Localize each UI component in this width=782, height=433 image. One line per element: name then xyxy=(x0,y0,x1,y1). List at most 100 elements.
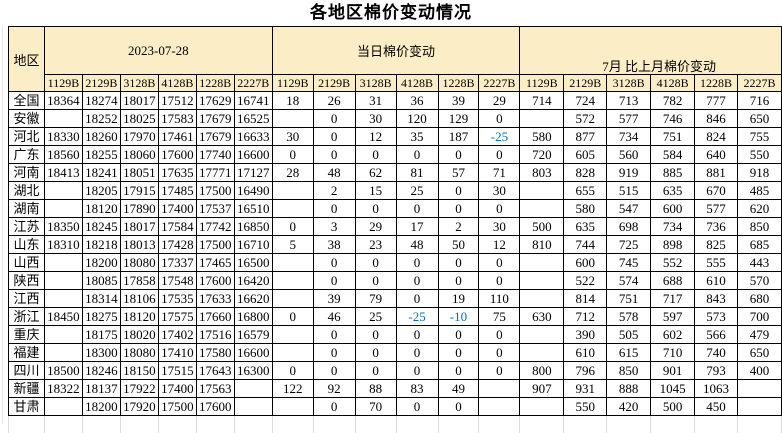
daily-change-cell xyxy=(271,199,314,218)
monthly-change-cell: 580 xyxy=(519,127,565,146)
price-cell: 16600 xyxy=(233,145,273,164)
daily-change-cell: 71 xyxy=(478,163,521,182)
monthly-change-cell: 710 xyxy=(650,343,696,362)
monthly-change-cell: 485 xyxy=(736,181,782,200)
monthly-change-cell: 793 xyxy=(694,361,738,380)
daily-change-cell: 12 xyxy=(478,235,521,254)
region-cell: 福建 xyxy=(8,343,45,362)
daily-change-cell: 0 xyxy=(395,397,439,416)
price-cell: 18020 xyxy=(119,325,159,344)
monthly-change-cell: 573 xyxy=(694,307,738,326)
price-cell: 17580 xyxy=(195,343,235,362)
monthly-change-cell: 685 xyxy=(736,235,782,254)
daily-change-cell: 129 xyxy=(437,109,480,128)
gridline-cell xyxy=(195,415,235,433)
price-cell: 16850 xyxy=(233,217,273,236)
price-cell: 18246 xyxy=(81,361,121,380)
monthly-change-cell: 800 xyxy=(519,361,565,380)
price-cell: 16525 xyxy=(233,109,273,128)
grade-subheader: 1228B xyxy=(437,74,480,92)
daily-change-cell: 48 xyxy=(395,235,439,254)
price-cell: 17400 xyxy=(157,199,197,218)
price-cell: 17516 xyxy=(195,325,235,344)
monthly-change-cell: 577 xyxy=(606,109,652,128)
monthly-change-cell xyxy=(736,397,782,416)
daily-change-cell: 0 xyxy=(437,271,480,290)
price-cell: 18255 xyxy=(81,145,121,164)
daily-change-cell: 0 xyxy=(437,325,480,344)
price-cell: 17679 xyxy=(195,127,235,146)
gridline-cell xyxy=(271,415,314,433)
monthly-change-cell: 655 xyxy=(563,181,608,200)
price-cell: 17428 xyxy=(157,235,197,254)
daily-change-cell: 120 xyxy=(395,109,439,128)
daily-change-cell: 0 xyxy=(478,199,521,218)
table-row: 重庆 18175 18020 17402 17516 16579 0 0 0 0 0 390 505 60… xyxy=(8,325,782,344)
monthly-change-cell: 720 xyxy=(519,145,565,164)
grade-subheader: 3128B xyxy=(119,74,159,92)
daily-change-cell: 0 xyxy=(478,325,521,344)
monthly-change-cell: 1045 xyxy=(650,379,696,398)
price-cell: 17500 xyxy=(195,235,235,254)
daily-change-cell: 57 xyxy=(437,163,480,182)
price-cell: 17643 xyxy=(195,361,235,380)
price-cell xyxy=(43,325,83,344)
monthly-change-cell: 584 xyxy=(650,145,696,164)
daily-change-cell xyxy=(271,289,314,308)
table-row: 河北 18330 18260 17970 17461 17679 16633 30 0 12 35 1… xyxy=(8,127,782,146)
monthly-change-cell: 885 xyxy=(650,163,696,182)
daily-change-cell: 122 xyxy=(271,379,314,398)
daily-change-cell: 28 xyxy=(271,163,314,182)
price-cell: 18120 xyxy=(81,199,121,218)
monthly-change-cell: 843 xyxy=(694,289,738,308)
region-cell: 四川 xyxy=(8,361,45,380)
monthly-change-cell: 500 xyxy=(519,217,565,236)
price-cell: 18300 xyxy=(81,343,121,362)
daily-change-cell: 0 xyxy=(478,271,521,290)
monthly-change-cell: 610 xyxy=(563,343,608,362)
region-column-header: 地区 xyxy=(8,26,45,92)
monthly-change-cell: 566 xyxy=(694,325,738,344)
daily-change-cell: 18 xyxy=(271,91,314,110)
price-cell xyxy=(43,271,83,290)
monthly-change-cell: 751 xyxy=(606,289,652,308)
daily-change-cell: 36 xyxy=(395,91,439,110)
monthly-change-cell: 505 xyxy=(606,325,652,344)
gridline-strip xyxy=(8,415,782,433)
daily-change-cell: 19 xyxy=(437,289,480,308)
monthly-change-cell: 907 xyxy=(519,379,565,398)
daily-change-cell: 0 xyxy=(395,199,439,218)
price-cell: 17575 xyxy=(157,307,197,326)
price-cell: 16490 xyxy=(233,181,273,200)
monthly-change-cell: 450 xyxy=(694,397,738,416)
gridline-cell xyxy=(395,415,439,433)
group-header-date: 2023-07-28 xyxy=(43,26,273,75)
region-cell: 广东 xyxy=(8,145,45,164)
daily-change-cell: 0 xyxy=(395,343,439,362)
daily-change-cell: 25 xyxy=(354,307,397,326)
daily-change-cell xyxy=(271,343,314,362)
daily-change-cell: 17 xyxy=(395,217,439,236)
monthly-change-cell: 670 xyxy=(694,181,738,200)
price-cell: 16710 xyxy=(233,235,273,254)
table-row: 新疆 18322 18137 17922 17400 17563 122 92 88 83 49 90… xyxy=(8,379,782,398)
monthly-change-cell: 877 xyxy=(563,127,608,146)
region-cell: 江西 xyxy=(8,289,45,308)
monthly-change-cell: 734 xyxy=(650,217,696,236)
price-cell: 16633 xyxy=(233,127,273,146)
daily-change-cell: 110 xyxy=(478,289,521,308)
region-cell: 河北 xyxy=(8,127,45,146)
page-title: 各地区棉价变动情况 xyxy=(310,3,472,22)
monthly-change-cell: 630 xyxy=(519,307,565,326)
monthly-change-cell: 560 xyxy=(606,145,652,164)
price-cell: 17400 xyxy=(157,379,197,398)
daily-change-cell: 0 xyxy=(437,145,480,164)
gridline-cell xyxy=(119,415,159,433)
monthly-change-cell: 716 xyxy=(736,91,782,110)
daily-change-cell: 83 xyxy=(395,379,439,398)
price-cell: 18137 xyxy=(81,379,121,398)
price-cell: 16300 xyxy=(233,361,273,380)
price-cell: 16579 xyxy=(233,325,273,344)
grade-subheader: 4128B xyxy=(395,74,439,92)
monthly-change-cell xyxy=(519,181,565,200)
